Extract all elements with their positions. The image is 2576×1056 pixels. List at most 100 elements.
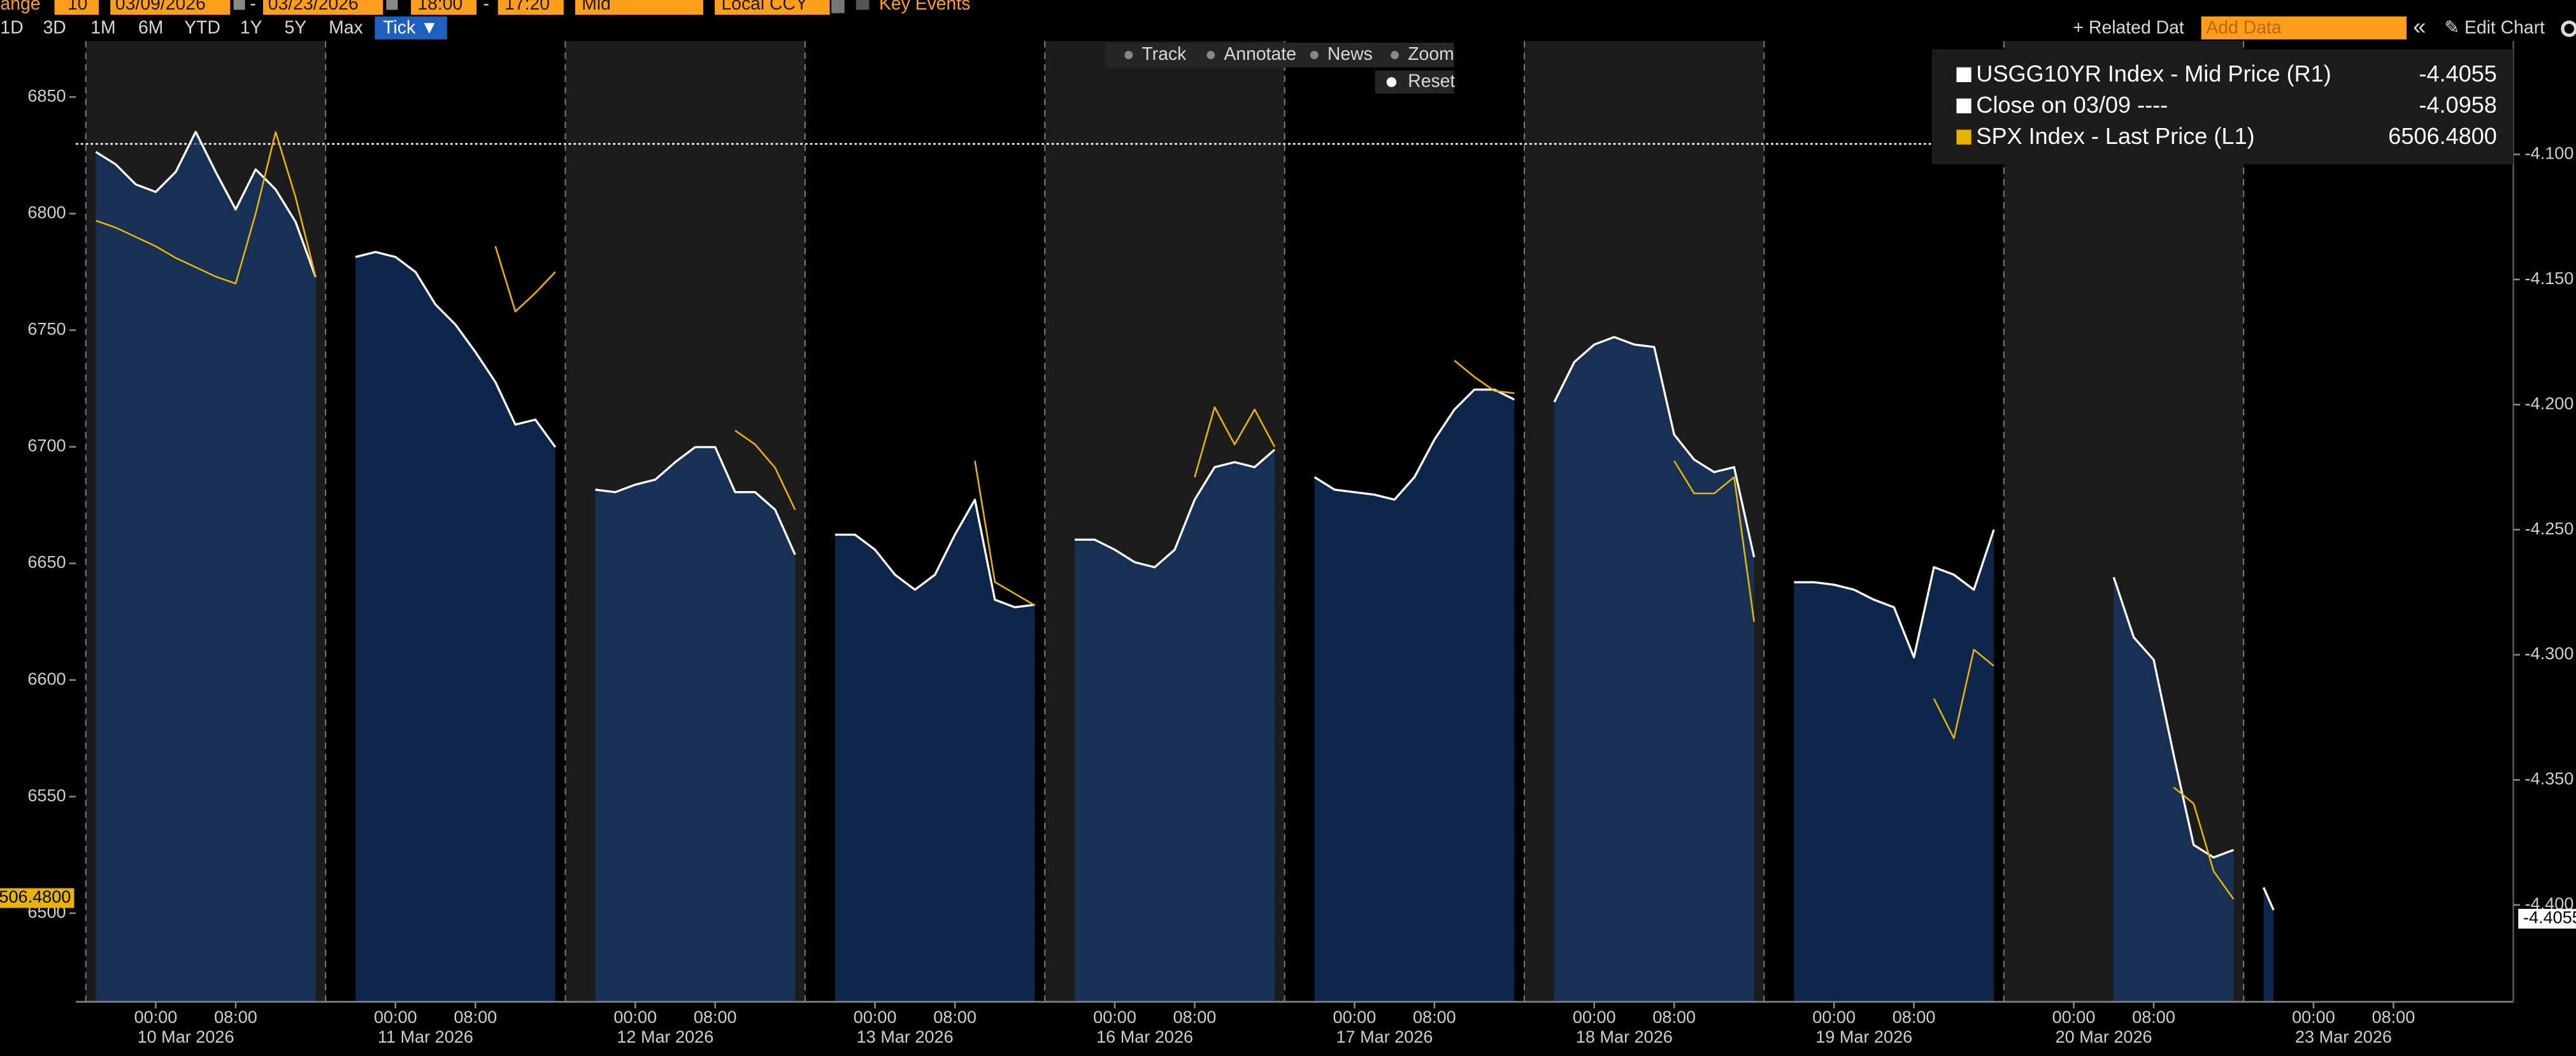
input-box[interactable] [497, 0, 564, 15]
reset-label[interactable]: Reset [1408, 71, 1455, 91]
legend-background [1931, 49, 2514, 164]
edit-chart[interactable]: ✎ Edit Chart [2444, 18, 2545, 38]
start-date[interactable]: 03/09/2026 [115, 0, 206, 14]
range-value[interactable]: 10 [68, 0, 88, 14]
y-tick-label: 6700 [27, 436, 66, 455]
series-line [95, 131, 2235, 900]
area [355, 252, 555, 1002]
chart-tools: Reset Track Annotate News Zoom [1105, 43, 1455, 94]
area [1314, 389, 1515, 1002]
add-data[interactable]: Add Data [2206, 18, 2281, 38]
tool-button[interactable]: News [1327, 44, 1373, 64]
tool-icon[interactable] [1124, 50, 1133, 59]
period-button[interactable]: 3D [43, 18, 66, 38]
collapse-button[interactable]: « [2413, 13, 2426, 39]
legend-label: SPX Index - Last Price (L1) [1976, 123, 2254, 149]
y-tick-label: 6850 [27, 85, 66, 105]
tool-icon[interactable] [1206, 50, 1215, 59]
input-box[interactable] [110, 0, 231, 15]
x-tick-label: 08:00 [1652, 1007, 1696, 1027]
x-date-label: 11 Mar 2026 [378, 1027, 473, 1046]
legend-value: 6506.4800 [2388, 123, 2497, 149]
x-tick-label: 08:00 [1893, 1007, 1936, 1027]
y-tick-label: 6550 [27, 785, 66, 805]
range-label: ange [0, 0, 40, 14]
toolbar-settings: ange 10 03/09/2026 - 03/23/2026 18:00 - … [0, 0, 970, 15]
add-data-input[interactable] [2201, 16, 2407, 39]
period-button[interactable]: Max [329, 18, 363, 38]
calendar-icon[interactable] [233, 0, 245, 10]
x-tick-label: 08:00 [2132, 1007, 2175, 1027]
currency[interactable]: Local CCY [721, 0, 808, 14]
period-button[interactable]: 1Y [240, 18, 262, 38]
frequency[interactable]: Tick ▼ [383, 18, 438, 38]
x-tick-label: 00:00 [1573, 1007, 1616, 1027]
key-events[interactable]: Key Events [879, 0, 970, 14]
y2-axis-tag [2518, 909, 2576, 929]
tool-button[interactable]: Annotate [1224, 44, 1296, 64]
period-button[interactable]: YTD [184, 18, 220, 38]
x-tick-label: 00:00 [854, 1007, 897, 1027]
tool-button[interactable]: Track [1142, 44, 1187, 64]
calendar-icon[interactable] [386, 0, 398, 10]
end-time[interactable]: 17:20 [504, 0, 550, 14]
input-box[interactable] [411, 0, 477, 15]
x-date-label: 13 Mar 2026 [857, 1027, 954, 1046]
legend-swatch [1956, 129, 1971, 145]
y2-axis-tag-label: -4.4055 [2523, 908, 2576, 927]
start-time[interactable]: 18:00 [417, 0, 462, 14]
series-line [95, 131, 2275, 911]
x-date-label: 16 Mar 2026 [1096, 1027, 1193, 1046]
input-box[interactable] [54, 0, 99, 15]
axes: 65006550660066506700675068006850-4.100-4… [27, 41, 2573, 1046]
input-box[interactable] [575, 0, 704, 15]
tool-icon[interactable] [1391, 50, 1399, 59]
input-box[interactable] [262, 0, 383, 15]
x-tick-label: 00:00 [613, 1007, 657, 1027]
period-button[interactable]: 1D [0, 18, 23, 38]
related-data[interactable]: + Related Dat [2073, 18, 2184, 38]
x-date-label: 10 Mar 2026 [138, 1027, 234, 1046]
y-axis-tag-label: 6506.4800 [0, 887, 71, 906]
period-button[interactable]: 6M [138, 18, 163, 38]
checkbox[interactable] [855, 0, 869, 10]
x-tick-label: 00:00 [2052, 1007, 2096, 1027]
x-tick-label: 00:00 [1333, 1007, 1377, 1027]
legend-value: -4.4055 [2419, 61, 2496, 87]
x-tick-label: 08:00 [2372, 1007, 2415, 1027]
y2-tick-label: -4.200 [2525, 393, 2574, 413]
x-tick-label: 00:00 [1812, 1007, 1856, 1027]
reset-icon[interactable] [1386, 77, 1397, 87]
area [834, 499, 1035, 1002]
x-tick-label: 08:00 [933, 1007, 977, 1027]
tool-icon[interactable] [1310, 50, 1319, 59]
x-tick-label: 08:00 [454, 1007, 497, 1027]
y2-tick-label: -4.300 [2525, 643, 2574, 663]
end-date[interactable]: 03/23/2026 [268, 0, 359, 14]
area [1794, 529, 1994, 1002]
y2-tick-label: -4.150 [2525, 268, 2574, 288]
legend-label: USGG10YR Index - Mid Price (R1) [1976, 61, 2331, 87]
x-date-label: 19 Mar 2026 [1815, 1027, 1912, 1046]
x-tick-label: 00:00 [134, 1007, 178, 1027]
period-button[interactable]: 5Y [285, 18, 307, 38]
price-field[interactable]: Mid [582, 0, 611, 14]
plot [76, 131, 2514, 1002]
area [2263, 887, 2274, 1002]
input-box[interactable] [715, 0, 830, 15]
area [2114, 577, 2234, 1002]
area [595, 447, 796, 1002]
dropdown-arrow[interactable] [831, 0, 845, 13]
area [1075, 449, 1275, 1002]
legend-label: Close on 03/09 ---- [1976, 92, 2168, 118]
period-button[interactable]: 1M [90, 18, 115, 38]
tool-button[interactable]: Zoom [1408, 44, 1454, 64]
y2-tick-label: -4.350 [2525, 769, 2574, 788]
y-tick-label: 6750 [27, 319, 66, 339]
x-tick-label: 00:00 [1093, 1007, 1136, 1027]
x-date-label: 17 Mar 2026 [1336, 1027, 1433, 1046]
area [1554, 337, 1754, 1002]
y-tick-label: 6800 [27, 203, 66, 222]
frequency-button[interactable] [375, 16, 447, 39]
